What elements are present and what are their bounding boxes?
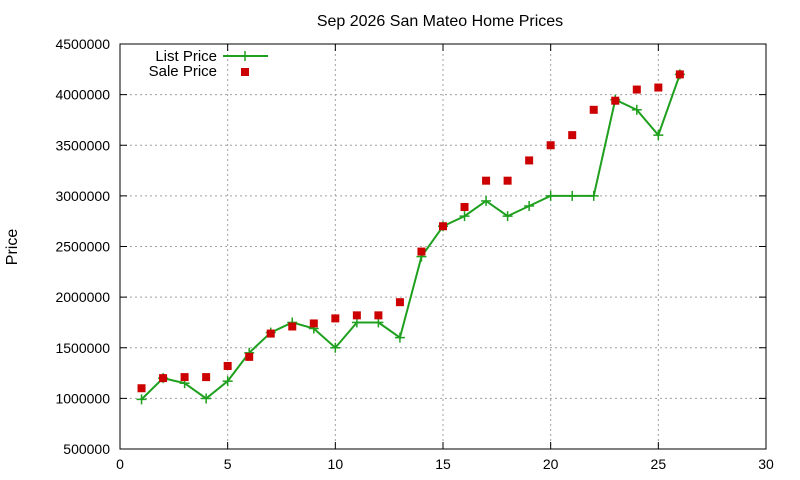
series-0 — [136, 69, 685, 405]
y-tick-label: 1500000 — [55, 340, 110, 356]
legend-markers — [223, 51, 268, 76]
x-tick-label: 30 — [758, 456, 774, 472]
data-point — [611, 96, 620, 105]
data-point — [417, 247, 426, 256]
data-point — [201, 393, 212, 404]
series-1 — [137, 70, 684, 393]
legend: List Price Sale Price — [149, 48, 268, 80]
legend-marker — [240, 51, 250, 61]
data-point — [632, 85, 641, 94]
data-point — [481, 195, 492, 206]
chart-title: Sep 2026 San Mateo Home Prices — [317, 13, 563, 30]
data-point — [502, 211, 513, 222]
data-point — [482, 176, 491, 185]
data-point — [202, 373, 211, 382]
x-tick-label: 15 — [435, 456, 451, 472]
x-tick-label: 10 — [328, 456, 344, 472]
y-tick-label: 1000000 — [55, 390, 110, 406]
data-point — [460, 203, 469, 212]
data-point — [395, 298, 404, 307]
data-point — [266, 329, 275, 338]
data-point — [654, 83, 663, 92]
data-point — [330, 342, 341, 353]
axis-ticks: 500000 1000000 1500000 2000000 2500000 300000… — [55, 36, 774, 472]
y-tick-label: 500000 — [63, 441, 110, 457]
data-point — [159, 374, 168, 383]
x-tick-label: 25 — [651, 456, 667, 472]
series-line — [140, 74, 681, 401]
data-point — [631, 104, 642, 115]
x-tick-label: 5 — [224, 456, 232, 472]
series-group — [136, 69, 685, 405]
data-point — [352, 311, 361, 320]
data-point — [222, 376, 233, 387]
data-point — [503, 176, 512, 185]
y-axis-title: Price — [4, 229, 21, 266]
y-tick-label: 2000000 — [55, 289, 110, 305]
data-point — [568, 131, 577, 140]
y-tick-label: 2500000 — [55, 239, 110, 255]
y-tick-label: 3500000 — [55, 137, 110, 153]
data-point — [309, 319, 318, 328]
data-point — [288, 322, 297, 331]
x-tick-label: 20 — [543, 456, 559, 472]
x-tick-label: 0 — [116, 456, 124, 472]
data-point — [439, 222, 447, 231]
data-point — [136, 394, 147, 405]
data-point — [331, 314, 340, 323]
data-point — [459, 211, 470, 222]
data-point — [567, 190, 578, 201]
data-point — [524, 201, 535, 211]
y-tick-label: 4500000 — [55, 36, 110, 52]
data-point — [137, 384, 146, 393]
data-point — [545, 190, 556, 201]
data-point — [180, 373, 189, 382]
data-point — [589, 105, 598, 114]
data-point — [675, 70, 684, 79]
y-tick-label: 3000000 — [55, 188, 110, 204]
data-point — [653, 130, 664, 141]
y-tick-label: 4000000 — [55, 87, 110, 103]
data-point — [588, 190, 599, 201]
legend-label-sale-price: Sale Price — [149, 63, 217, 80]
data-point — [223, 361, 232, 370]
data-point — [546, 141, 555, 150]
data-point — [525, 156, 534, 165]
legend-label-list-price: List Price — [155, 48, 217, 65]
data-point — [245, 352, 254, 361]
data-point — [374, 311, 383, 320]
legend-marker — [241, 68, 249, 76]
data-point — [394, 332, 405, 343]
